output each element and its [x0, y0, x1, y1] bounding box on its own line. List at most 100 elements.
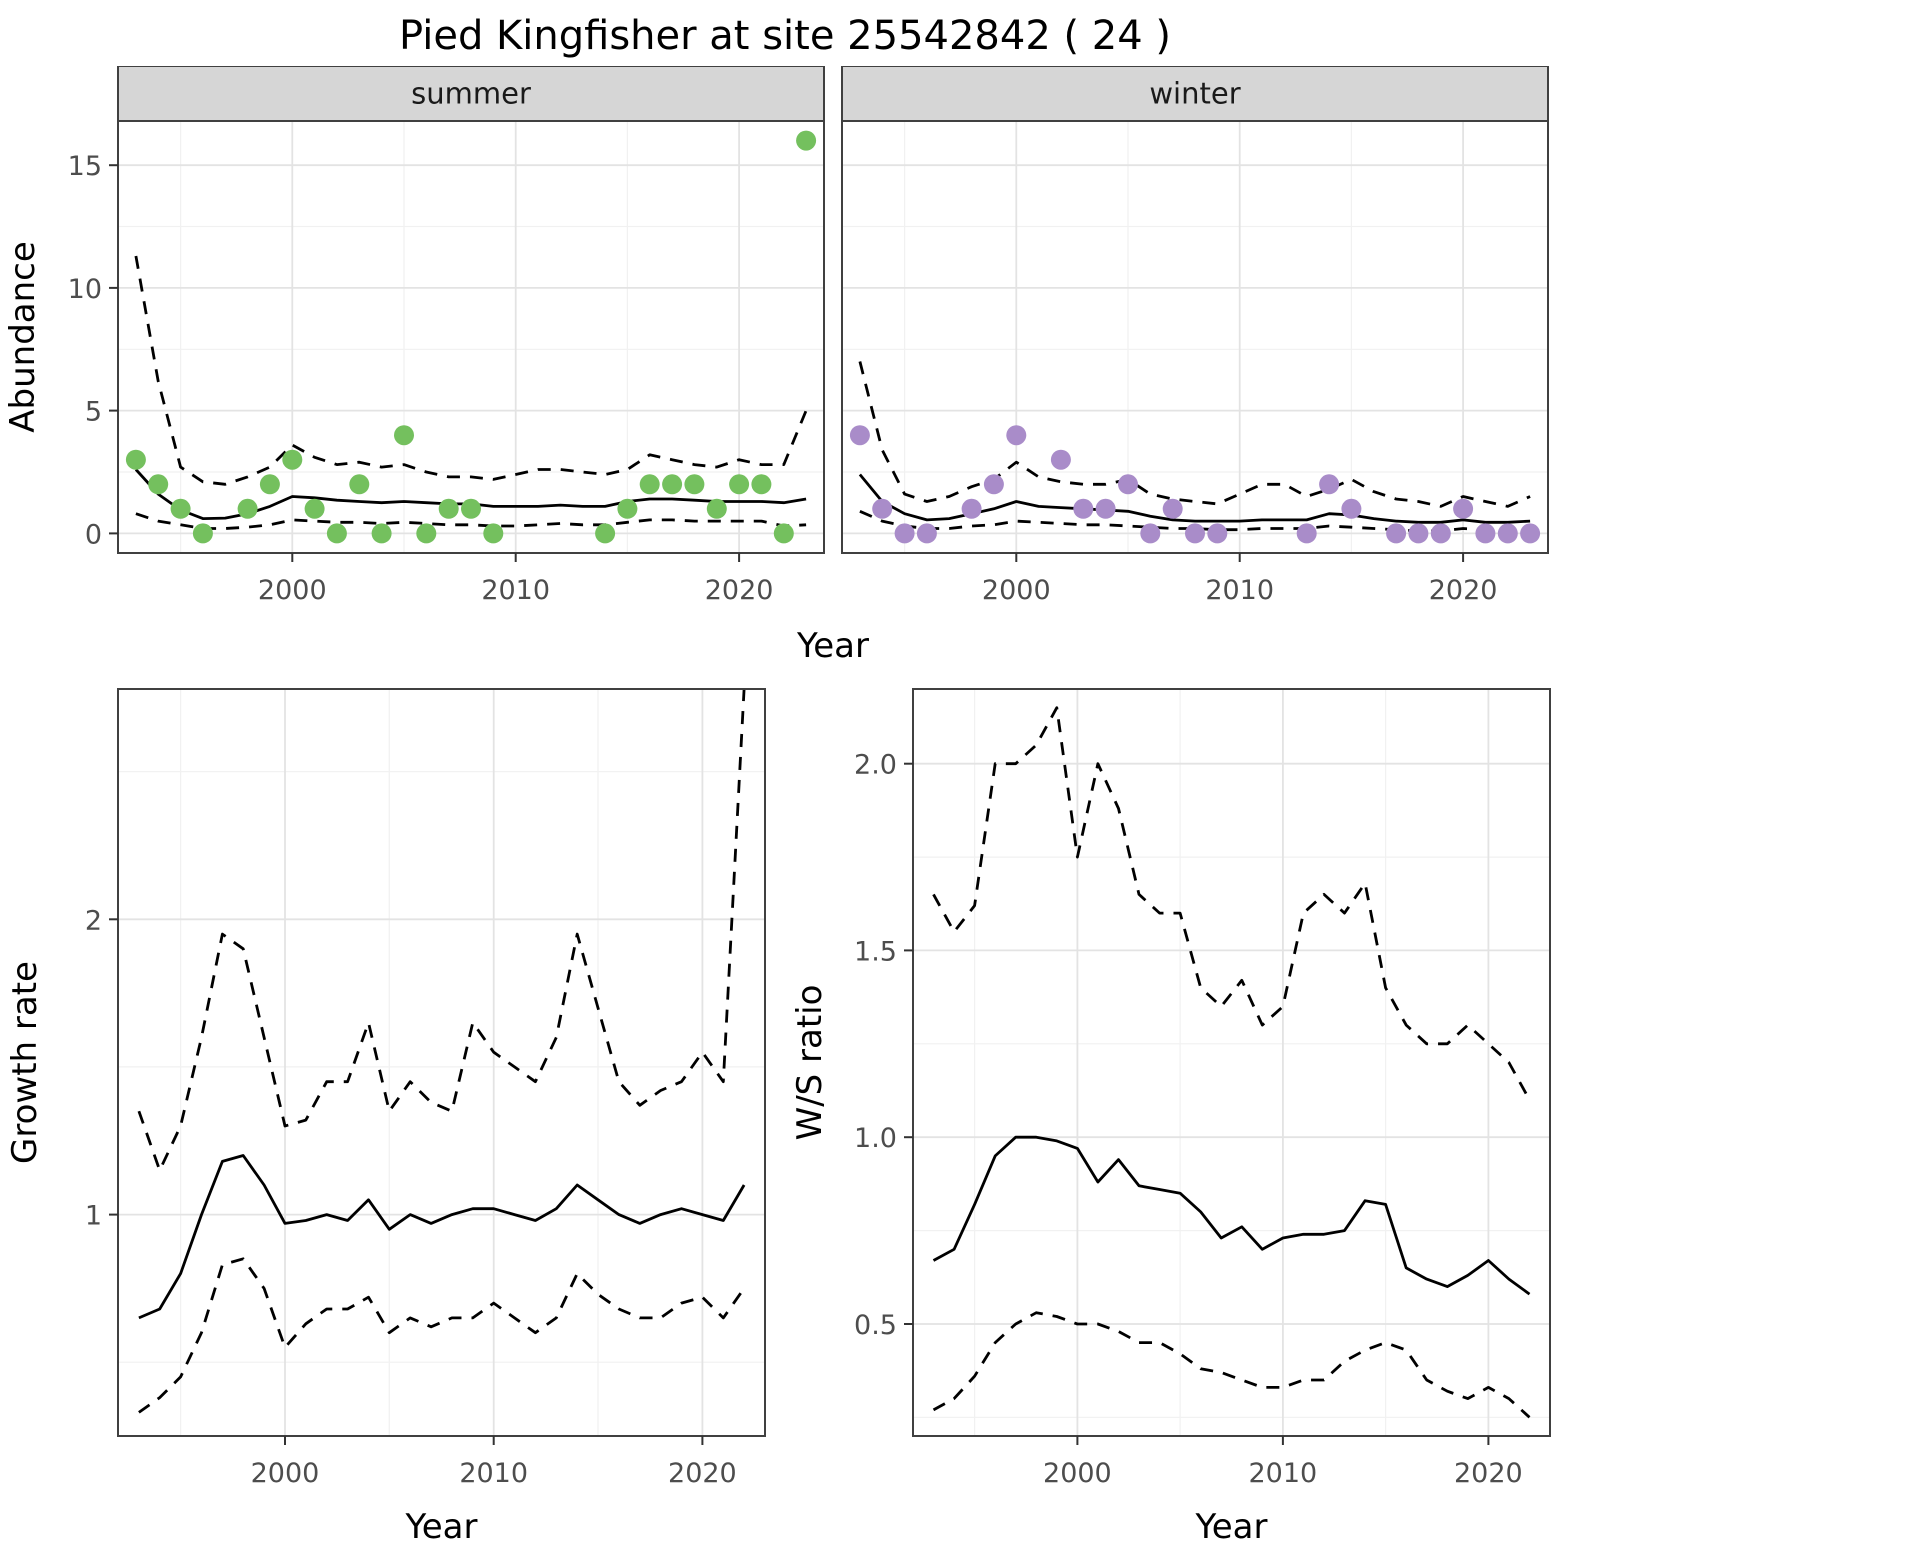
ci-upper-line [137, 689, 746, 1172]
data-point [1207, 523, 1228, 544]
ci-upper-line [858, 361, 1531, 508]
data-point [1140, 523, 1161, 544]
y-tick-label: 1.5 [854, 936, 897, 967]
x-tick-label: 2010 [481, 575, 550, 606]
x-tick-label: 2010 [459, 1458, 528, 1489]
data-point [148, 474, 169, 495]
data-point [438, 498, 459, 519]
data-point [684, 474, 705, 495]
data-point [983, 474, 1004, 495]
panel-background [842, 121, 1548, 553]
panel-border [841, 120, 1549, 554]
data-point [282, 449, 303, 470]
data-point [1475, 523, 1496, 544]
growth-rate-svg: 2000 2010 2020 1 2 Growth rate Year [5, 688, 766, 1547]
x-tick-label: 2020 [705, 575, 774, 606]
data-point [259, 474, 280, 495]
data-point [1073, 498, 1094, 519]
data-point [1453, 498, 1474, 519]
facet-strip [117, 66, 825, 122]
panel-background [913, 689, 1550, 1436]
data-point [706, 498, 727, 519]
data-point [729, 474, 750, 495]
data-point [639, 474, 660, 495]
bottom-charts-row: 2000 2010 2020 1 2 Growth rate Year 2000 2010 20… [0, 671, 1570, 1551]
figure: Pied Kingfisher at site 25542842 ( 24 ) … [0, 13, 1570, 1551]
data-point [751, 474, 772, 495]
ci-upper-line [932, 706, 1531, 1101]
y-tick-label: 10 [68, 274, 102, 305]
ws-ratio-chart: 2000 2010 2020 0.5 1.0 1.5 2.0 W/S ratio Year [785, 671, 1570, 1551]
panel-border [117, 688, 766, 1437]
data-point [326, 523, 347, 544]
data-point [349, 474, 370, 495]
panel-background [118, 121, 824, 553]
data-point [1006, 425, 1027, 446]
x-tick-label: 2000 [982, 575, 1051, 606]
data-point [1296, 523, 1317, 544]
x-tick-label: 2000 [1043, 1458, 1112, 1489]
fit-line [932, 1135, 1531, 1296]
abundance-svg: summer 2000 2010 2020 0 5 10 15 winter 2000 2010 20… [3, 66, 1549, 666]
data-point [1162, 498, 1183, 519]
data-point [1408, 523, 1429, 544]
x-tick-label: 2010 [1205, 575, 1274, 606]
y-tick-label: 0 [85, 519, 102, 550]
data-point [773, 523, 794, 544]
data-point [796, 130, 817, 151]
data-point [595, 523, 616, 544]
facet-strip-label: winter [1149, 77, 1240, 111]
fit-line [138, 1154, 746, 1320]
y-tick-label: 5 [85, 397, 102, 428]
data-point [170, 498, 191, 519]
y-axis-title: Growth rate [5, 961, 45, 1164]
growth-rate-chart: 2000 2010 2020 1 2 Growth rate Year [0, 671, 785, 1551]
x-tick-label: 2010 [1249, 1458, 1318, 1489]
data-point [192, 523, 213, 544]
data-point [1386, 523, 1407, 544]
data-point [304, 498, 325, 519]
ws-ratio-svg: 2000 2010 2020 0.5 1.0 1.5 2.0 W/S ratio Year [790, 688, 1551, 1547]
data-point [483, 523, 504, 544]
data-point [461, 498, 481, 519]
data-point [872, 498, 893, 519]
x-axis-title: Year [405, 1507, 478, 1547]
panel-border [912, 688, 1551, 1437]
abundance-faceted-chart: summer 2000 2010 2020 0 5 10 15 winter 2000 2010 20… [0, 66, 1570, 671]
ci-upper-line [134, 255, 808, 486]
x-tick-label: 2000 [258, 575, 327, 606]
x-tick-label: 2020 [668, 1458, 737, 1489]
data-point [916, 523, 937, 544]
data-point [1319, 474, 1340, 495]
data-point [617, 498, 638, 519]
data-point [416, 523, 437, 544]
x-axis-title: Year [1195, 1507, 1268, 1547]
data-point [1050, 449, 1071, 470]
figure-title: Pied Kingfisher at site 25542842 ( 24 ) [398, 13, 1172, 59]
data-point [394, 425, 414, 446]
data-point [1095, 498, 1116, 519]
data-point [1185, 523, 1205, 544]
data-point [1118, 474, 1138, 495]
data-point [894, 523, 915, 544]
data-point [1497, 523, 1518, 544]
data-point [1430, 523, 1451, 544]
y-tick-label: 2 [85, 905, 102, 936]
y-axis-title: Abundance [3, 241, 43, 433]
y-tick-label: 1.0 [854, 1123, 897, 1154]
y-axis-title: W/S ratio [790, 985, 830, 1141]
y-tick-label: 1 [85, 1201, 102, 1232]
ci-lower-line [135, 512, 807, 530]
panel-background [118, 689, 765, 1436]
data-point [125, 449, 146, 470]
panel-border [117, 120, 825, 554]
facet-strip-label: summer [411, 77, 531, 111]
x-axis-title: Year [796, 626, 869, 666]
ci-lower-line [138, 1257, 746, 1414]
x-tick-label: 2020 [1429, 575, 1498, 606]
facet-strip [841, 66, 1549, 122]
data-point [662, 474, 683, 495]
y-tick-label: 0.5 [854, 1310, 897, 1341]
data-point [237, 498, 258, 519]
y-tick-label: 2.0 [854, 750, 897, 781]
